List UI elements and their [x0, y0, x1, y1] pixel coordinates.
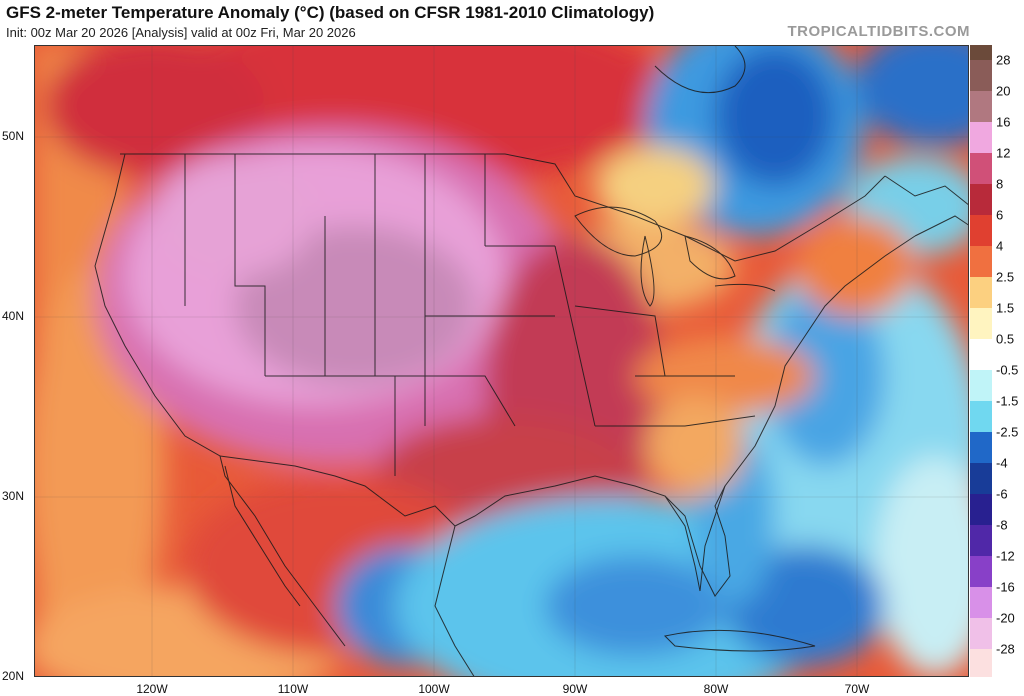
lat-label-50n: 50N	[2, 129, 25, 143]
colorbar-label: 0.5	[996, 331, 1015, 347]
colorbar-swatch	[970, 370, 992, 401]
colorbar-swatch	[970, 525, 992, 556]
lon-label-100w: 100W	[418, 682, 450, 696]
lon-label-110w: 110W	[277, 682, 309, 696]
colorbar-swatch	[970, 45, 992, 60]
colorbar-swatch	[970, 308, 992, 339]
lat-label-30n: 30N	[2, 489, 25, 503]
colorbar-label: -16	[996, 579, 1015, 595]
colorbar-label: -28	[996, 641, 1015, 657]
colorbar-label: 12	[996, 145, 1011, 161]
colorbar-label: -20	[996, 610, 1015, 626]
colorbar-swatch	[970, 463, 992, 494]
colorbar-label: 20	[996, 83, 1011, 99]
colorbar-swatch	[970, 91, 992, 122]
colorbar-label: -4	[996, 455, 1008, 471]
colorbar-swatch	[970, 60, 992, 91]
colorbar-label: 8	[996, 176, 1004, 192]
lon-label-70w: 70W	[844, 682, 870, 696]
colorbar-swatch	[970, 494, 992, 525]
colorbar-swatch	[970, 618, 992, 649]
colorbar-label: 6	[996, 207, 1004, 223]
anomaly-map[interactable]	[34, 45, 969, 677]
colorbar-label: -1.5	[996, 393, 1019, 409]
lat-label-40n: 40N	[2, 309, 25, 323]
lon-label-90w: 90W	[562, 682, 588, 696]
colorbar-swatch	[970, 587, 992, 618]
colorbar-swatch	[970, 432, 992, 463]
colorbar-label: 1.5	[996, 300, 1015, 316]
colorbar: 28 20 16 12 8 6 4 2.5 1.5 0.5 -0.5 -1.5 …	[970, 45, 1024, 677]
colorbar-label: 28	[996, 52, 1011, 68]
colorbar-swatch	[970, 215, 992, 246]
colorbar-swatch	[970, 246, 992, 277]
colorbar-label: -2.5	[996, 424, 1019, 440]
colorbar-label: 4	[996, 238, 1004, 254]
colorbar-swatch	[970, 153, 992, 184]
colorbar-swatch	[970, 401, 992, 432]
lon-label-80w: 80W	[703, 682, 729, 696]
colorbar-swatch	[970, 339, 992, 370]
map-subtitle: Init: 00z Mar 20 2026 [Analysis] valid a…	[6, 25, 356, 40]
lon-label-120w: 120W	[136, 682, 168, 696]
colorbar-swatch	[970, 649, 992, 677]
site-credit: TROPICALTIDBITS.COM	[787, 23, 970, 40]
colorbar-label: -0.5	[996, 362, 1019, 378]
colorbar-swatch	[970, 184, 992, 215]
colorbar-label: 16	[996, 114, 1011, 130]
colorbar-swatch	[970, 556, 992, 587]
colorbar-label: 2.5	[996, 269, 1015, 285]
map-title: GFS 2-meter Temperature Anomaly (°C) (ba…	[6, 3, 655, 22]
lat-label-20n: 20N	[2, 669, 25, 683]
colorbar-swatch	[970, 277, 992, 308]
colorbar-label: -12	[996, 548, 1015, 564]
anomaly-map-canvas	[35, 46, 968, 676]
colorbar-swatch	[970, 122, 992, 153]
colorbar-label: -8	[996, 517, 1008, 533]
colorbar-label: -6	[996, 486, 1008, 502]
